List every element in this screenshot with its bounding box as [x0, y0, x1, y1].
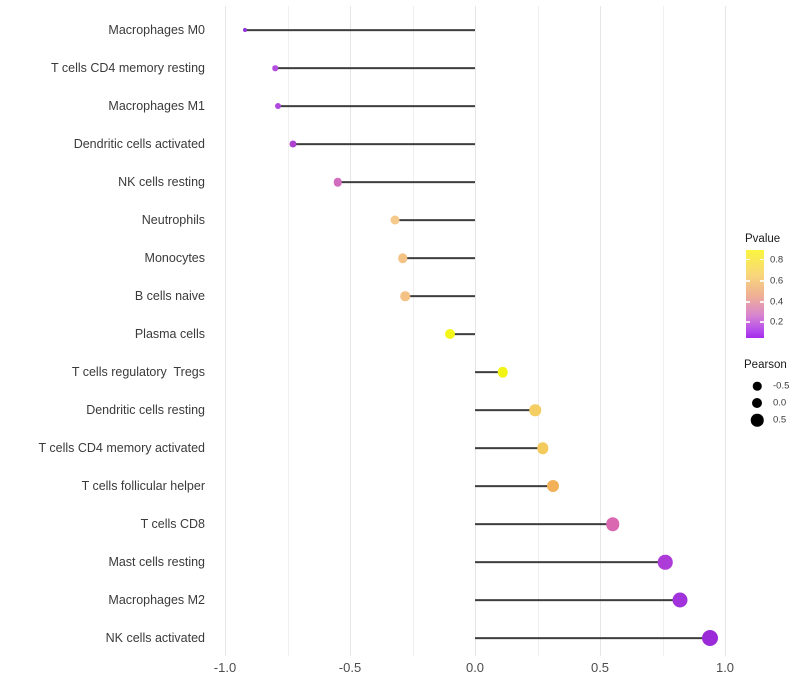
lollipop-stem — [277, 105, 475, 107]
colorbar-tick-mark — [760, 301, 764, 303]
gridline — [412, 6, 414, 656]
colorbar-tick-label: 0.4 — [770, 296, 784, 308]
pearson-legend-label: 0.0 — [773, 397, 787, 409]
colorbar-tick-label: 0.8 — [770, 253, 784, 265]
lollipop-dot — [605, 517, 620, 531]
gridline — [287, 6, 289, 656]
pearson-legend-label: 0.5 — [773, 414, 787, 426]
lollipop-dot — [390, 215, 400, 225]
category-label: T cells CD8 — [140, 516, 205, 531]
colorbar-tick-label: 0.6 — [770, 275, 784, 287]
lollipop-dot — [657, 554, 673, 570]
lollipop-dot — [536, 442, 549, 454]
lollipop-stem — [402, 257, 475, 259]
gridline — [225, 6, 226, 656]
lollipop-dot — [272, 65, 278, 71]
lollipop-stem — [275, 67, 475, 69]
category-label: Neutrophils — [141, 212, 205, 227]
lollipop-stem — [405, 295, 475, 297]
lollipop-stem — [245, 29, 475, 31]
pearson-legend-label: -0.5 — [773, 380, 790, 392]
pearson-legend-dot — [752, 381, 762, 391]
lollipop-dot — [672, 592, 688, 608]
lollipop-stem — [475, 371, 503, 373]
category-label: Monocytes — [144, 250, 205, 265]
pearson-legend-title: Pearson — [744, 359, 787, 371]
colorbar-tick-mark — [746, 280, 750, 282]
lollipop-dot — [274, 103, 281, 109]
lollipop-stem — [292, 143, 475, 145]
lollipop-dot — [529, 404, 541, 416]
lollipop-dot — [397, 253, 408, 263]
lollipop-stem — [450, 333, 475, 335]
lollipop-stem — [475, 447, 543, 449]
colorbar-tick-mark — [760, 321, 764, 323]
category-label: T cells CD4 memory activated — [38, 440, 206, 455]
lollipop-stem — [475, 485, 553, 487]
category-label: Mast cells resting — [108, 554, 205, 569]
x-tick-label: -1.0 — [213, 660, 237, 675]
lollipop-dot — [400, 291, 410, 301]
pearson-legend-dot — [750, 413, 764, 427]
category-label: B cells naive — [134, 288, 205, 303]
lollipop-stem — [475, 561, 665, 563]
x-tick-label: 0.0 — [465, 660, 485, 675]
lollipop-dot — [289, 140, 296, 148]
category-label: T cells follicular helper — [81, 478, 205, 493]
category-label: Macrophages M2 — [108, 592, 205, 607]
pvalue-legend-title: Pvalue — [745, 233, 781, 245]
lollipop-dot — [445, 329, 455, 339]
lollipop-dot — [243, 28, 247, 32]
pearson-legend-dot — [752, 398, 762, 408]
colorbar-tick-mark — [746, 301, 750, 303]
gridline — [600, 6, 601, 656]
category-label: NK cells resting — [118, 174, 205, 189]
colorbar-tick-mark — [746, 258, 750, 261]
category-label: T cells regulatory Tregs — [71, 364, 205, 379]
category-label: Macrophages M1 — [108, 98, 205, 113]
lollipop-stem — [337, 181, 475, 183]
gridline — [350, 6, 351, 656]
lollipop-stem — [475, 599, 680, 601]
lollipop-dot — [546, 480, 559, 492]
pvalue-colorbar — [746, 250, 764, 338]
lollipop-dot — [333, 177, 342, 187]
lollipop-dot — [497, 366, 508, 378]
lollipop-stem — [395, 219, 475, 221]
x-tick-label: -0.5 — [338, 660, 362, 675]
category-label: Plasma cells — [134, 326, 205, 341]
lollipop-stem — [475, 637, 710, 639]
category-label: T cells CD4 memory resting — [51, 60, 205, 75]
lollipop-dot — [702, 630, 718, 646]
category-label: Macrophages M0 — [108, 22, 205, 37]
colorbar-tick-label: 0.2 — [770, 316, 784, 328]
x-tick-label: 0.5 — [590, 660, 610, 675]
colorbar-tick-mark — [760, 280, 764, 282]
lollipop-stem — [475, 523, 613, 525]
gridline — [537, 6, 539, 656]
gridline — [475, 6, 476, 656]
colorbar-tick-mark — [760, 258, 764, 261]
x-tick-label: 1.0 — [715, 660, 735, 675]
lollipop-stem — [475, 409, 535, 411]
category-label: Dendritic cells activated — [73, 136, 205, 151]
gridline — [662, 6, 664, 656]
colorbar-tick-mark — [746, 321, 750, 323]
gridline — [725, 6, 726, 656]
category-label: NK cells activated — [105, 630, 205, 645]
category-label: Dendritic cells resting — [86, 402, 205, 417]
